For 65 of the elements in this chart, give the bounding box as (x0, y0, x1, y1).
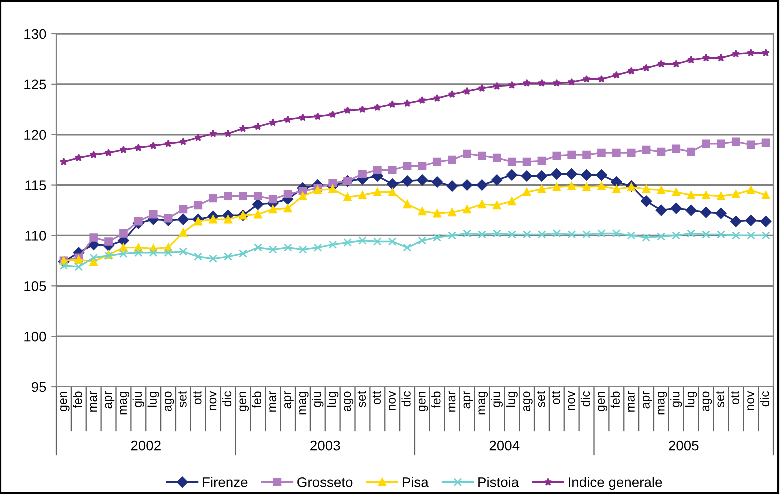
x-tick-label: apr (284, 391, 294, 409)
x-tick-label: lug (686, 392, 698, 408)
x-tick-label: apr (464, 391, 474, 409)
x-tick-label: ago (165, 392, 174, 412)
x-tick-label: ott (552, 391, 560, 405)
x-tick-label: mar (448, 391, 456, 412)
legend-label: Grosseto (298, 478, 353, 488)
x-tick-label: giu (132, 392, 144, 408)
y-tick-label: 125 (24, 80, 46, 90)
x-tick-label: mar (270, 391, 276, 412)
x-tick-label: lug (327, 392, 339, 408)
y-tick-label: 105 (24, 281, 46, 292)
x-tick-label: gen (60, 392, 70, 412)
x-tick-label: set (178, 391, 187, 408)
x-tick-label: ott (194, 391, 202, 405)
x-tick-label: feb (73, 392, 82, 408)
x-tick-label: dic (402, 391, 411, 407)
x-tick-label: giu (491, 392, 503, 408)
x-tick-label: lug (506, 392, 518, 408)
x-tick-label: mag (658, 392, 668, 415)
y-tick-label: 95 (32, 382, 46, 392)
x-tick-label: mag (120, 392, 130, 415)
x-tick-label: apr (105, 391, 115, 409)
x-tick-label: gen (418, 392, 428, 412)
y-tick-label: 120 (24, 130, 46, 140)
x-tick-label: nov (748, 391, 754, 410)
x-tick-label: mag (478, 392, 488, 415)
x-tick-label: nov (389, 391, 396, 410)
x-tick-label: nov (568, 391, 576, 410)
x-tick-label: apr (643, 391, 652, 409)
y-tick-label: 110 (26, 231, 46, 241)
legend-label: Firenze (203, 477, 248, 488)
x-tick-label: dic (760, 391, 770, 407)
x-tick-label: set (716, 391, 725, 408)
x-tick-label: giu (312, 392, 324, 408)
x-tick-label: nov (210, 391, 217, 410)
x-tick-label: ago (524, 392, 533, 412)
x-tick-label: ott (372, 391, 382, 405)
x-tick-label: gen (240, 392, 250, 412)
x-tick-label: gen (598, 392, 608, 412)
x-tick-label: feb (610, 392, 620, 408)
text: 2003 (310, 440, 340, 451)
x-tick-label: mar (90, 391, 98, 412)
x-tick-label: ott (731, 391, 740, 405)
x-tick-label: dic (580, 391, 590, 407)
x-tick-label: set (537, 391, 546, 408)
text: 2002 (131, 440, 161, 451)
x-tick-label: giu (670, 392, 682, 408)
x-tick-label: feb (252, 392, 262, 408)
x-tick-label: mar (628, 391, 635, 412)
text: 2004 (490, 440, 520, 451)
y-tick-label: 100 (24, 332, 46, 342)
legend-label: Pisa (402, 477, 429, 488)
x-tick-label: lug (148, 392, 160, 408)
x-tick-label: set (358, 391, 366, 408)
text: 2005 (669, 440, 699, 451)
y-tick-label: 130 (24, 29, 46, 40)
x-tick-label: dic (222, 391, 232, 407)
legend-label: Indice generale (569, 477, 662, 490)
y-tick-label: 115 (26, 180, 46, 190)
legend-label: Pistoia (478, 477, 520, 488)
x-tick-label: ago (344, 392, 354, 412)
x-tick-label: mag (299, 392, 309, 415)
x-tick-label: ago (702, 392, 712, 412)
x-tick-label: feb (432, 392, 441, 408)
